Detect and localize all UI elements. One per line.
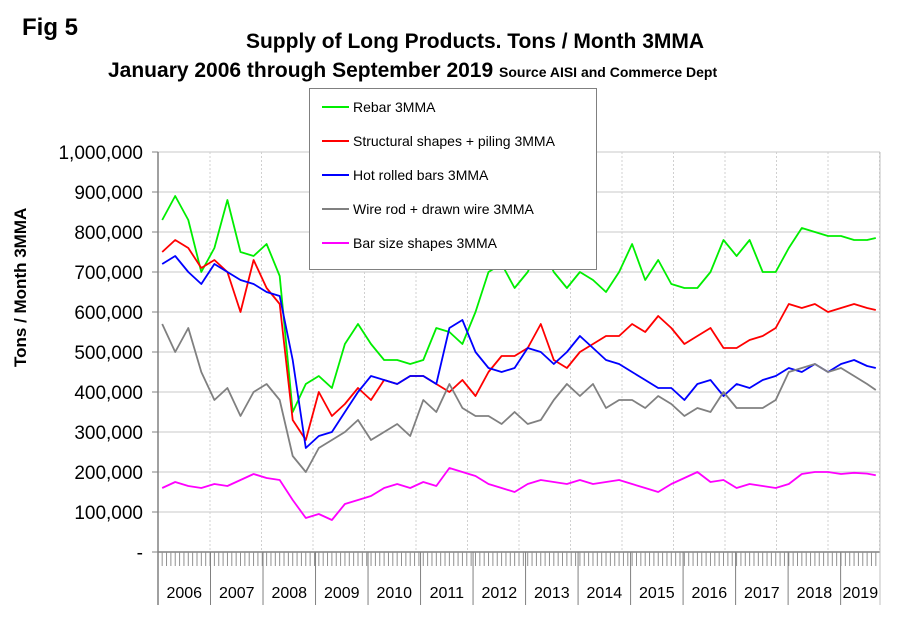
y-tick-label: - bbox=[137, 543, 143, 564]
x-tick-label: 2017 bbox=[744, 585, 780, 602]
y-tick-label: 300,000 bbox=[74, 423, 143, 444]
y-tick-label: 500,000 bbox=[74, 343, 143, 364]
x-tick-label: 2014 bbox=[587, 585, 623, 602]
x-tick-label: 2011 bbox=[430, 585, 465, 602]
x-tick-label: 2018 bbox=[797, 585, 833, 602]
series-line-structural-shapes-piling-3mma bbox=[161, 239, 877, 441]
x-tick-label: 2016 bbox=[692, 585, 728, 602]
x-tick-label: 2006 bbox=[166, 585, 202, 602]
x-tick-label: 2012 bbox=[482, 585, 518, 602]
y-tick-label: 800,000 bbox=[74, 223, 143, 244]
series-line-hot-rolled-bars-3mma bbox=[161, 255, 877, 449]
legend-label: Wire rod + drawn wire 3MMA bbox=[353, 201, 534, 217]
legend-swatch bbox=[322, 242, 349, 244]
x-tick-label: 2010 bbox=[376, 585, 412, 602]
legend-item: Structural shapes + piling 3MMA bbox=[322, 131, 555, 151]
x-tick-label: 2007 bbox=[219, 585, 255, 602]
y-tick-label: 400,000 bbox=[74, 383, 143, 404]
x-tick-label: 2015 bbox=[639, 585, 675, 602]
x-tick-label: 2008 bbox=[271, 585, 307, 602]
figure-label: Fig 5 bbox=[22, 14, 79, 41]
chart-title: Supply of Long Products. Tons / Month 3M… bbox=[245, 30, 705, 53]
legend-item: Rebar 3MMA bbox=[322, 97, 435, 117]
x-tick-label: 2009 bbox=[324, 585, 360, 602]
legend-item: Bar size shapes 3MMA bbox=[322, 233, 497, 253]
y-tick-label: 100,000 bbox=[74, 503, 143, 524]
legend-label: Hot rolled bars 3MMA bbox=[353, 167, 489, 183]
legend-swatch bbox=[322, 208, 349, 210]
legend-swatch bbox=[322, 174, 349, 176]
y-tick-label: 600,000 bbox=[74, 303, 143, 324]
legend-label: Structural shapes + piling 3MMA bbox=[353, 133, 555, 149]
series-line-bar-size-shapes-3mma bbox=[161, 467, 876, 521]
y-tick-label: 700,000 bbox=[74, 263, 143, 284]
series-line-rebar-3mma bbox=[161, 195, 877, 413]
x-tick-label: 2019 bbox=[843, 585, 879, 602]
x-tick-label: 2013 bbox=[534, 585, 570, 602]
y-tick-label: 900,000 bbox=[74, 183, 143, 204]
legend-swatch bbox=[322, 106, 349, 108]
source-note: Source AISI and Commerce Dept bbox=[499, 64, 718, 80]
y-tick-label: 1,000,000 bbox=[58, 143, 143, 164]
series-line-wire-rod-drawn-wire-3mma bbox=[161, 323, 877, 473]
legend: Rebar 3MMA Structural shapes + piling 3MM… bbox=[309, 88, 597, 270]
legend-label: Bar size shapes 3MMA bbox=[353, 235, 497, 251]
legend-label: Rebar 3MMA bbox=[353, 99, 436, 115]
legend-swatch bbox=[322, 140, 349, 142]
y-tick-label: 200,000 bbox=[74, 463, 143, 484]
legend-item: Hot rolled bars 3MMA bbox=[322, 165, 488, 185]
legend-item: Wire rod + drawn wire 3MMA bbox=[322, 199, 534, 219]
chart-subtitle-text: January 2006 through September 2019 bbox=[108, 59, 494, 82]
chart-subtitle: January 2006 through September 2019 Sour… bbox=[108, 59, 717, 83]
